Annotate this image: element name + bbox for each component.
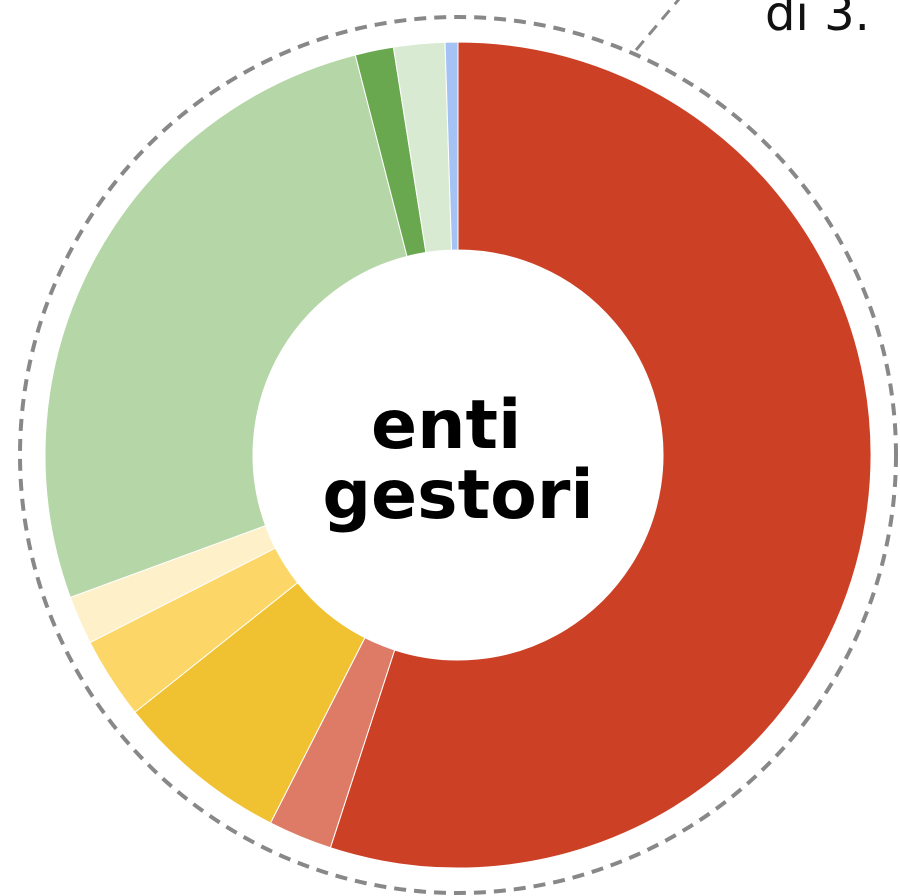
slice: [444, 41, 459, 251]
center-label-line: gestori: [322, 456, 593, 535]
slice: [44, 54, 408, 598]
outline-ring: [18, 15, 898, 895]
slices: [44, 41, 872, 869]
center-label-line: enti: [371, 386, 521, 465]
slice: [329, 41, 872, 869]
annotation: di 3.: [765, 0, 870, 42]
leader-line: [634, 0, 681, 51]
center-label: enti gestori: [322, 386, 593, 535]
